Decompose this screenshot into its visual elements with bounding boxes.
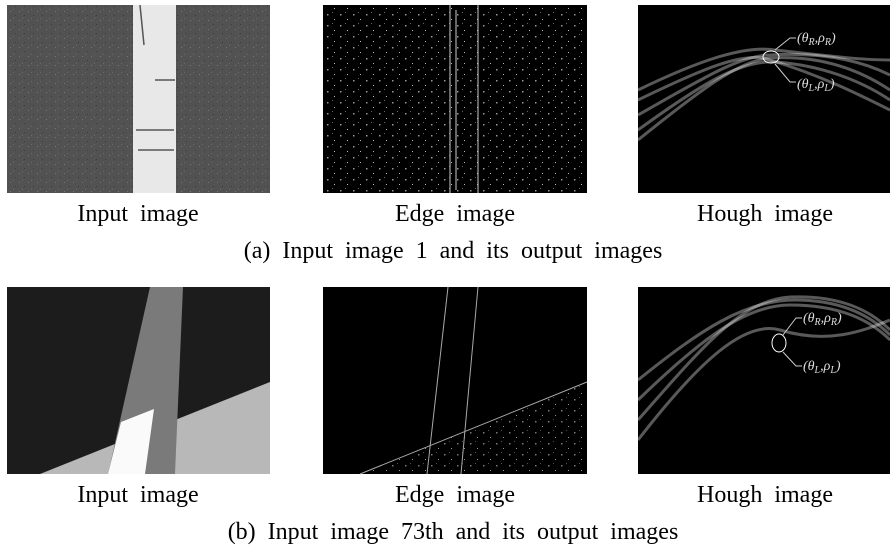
- panel-label: Edge image: [395, 201, 515, 227]
- figure: (θR,ρR) (θL,ρL) Input image Edge image H…: [0, 0, 891, 559]
- annotation: (θL,ρL): [803, 359, 841, 376]
- caption: (a) Input image 1 and its output images: [244, 238, 663, 264]
- caption: (b) Input image 73th and its output imag…: [228, 519, 679, 545]
- panel-label: Hough image: [697, 201, 833, 227]
- input-image: [7, 287, 270, 474]
- annotation: (θR,ρR): [797, 31, 836, 48]
- edge-image: [323, 287, 587, 474]
- panel-label: Edge image: [395, 482, 515, 508]
- panel-label: Input image: [77, 201, 198, 227]
- hough-image: (θR,ρR) (θL,ρL): [638, 5, 890, 193]
- panel-label: Hough image: [697, 482, 833, 508]
- input-image: [7, 5, 270, 193]
- edge-image: [323, 5, 587, 193]
- panel-label: Input image: [77, 482, 198, 508]
- annotation: (θR,ρR): [803, 311, 842, 328]
- annotation: (θL,ρL): [797, 77, 835, 94]
- hough-image: (θR,ρR) (θL,ρL): [638, 287, 890, 474]
